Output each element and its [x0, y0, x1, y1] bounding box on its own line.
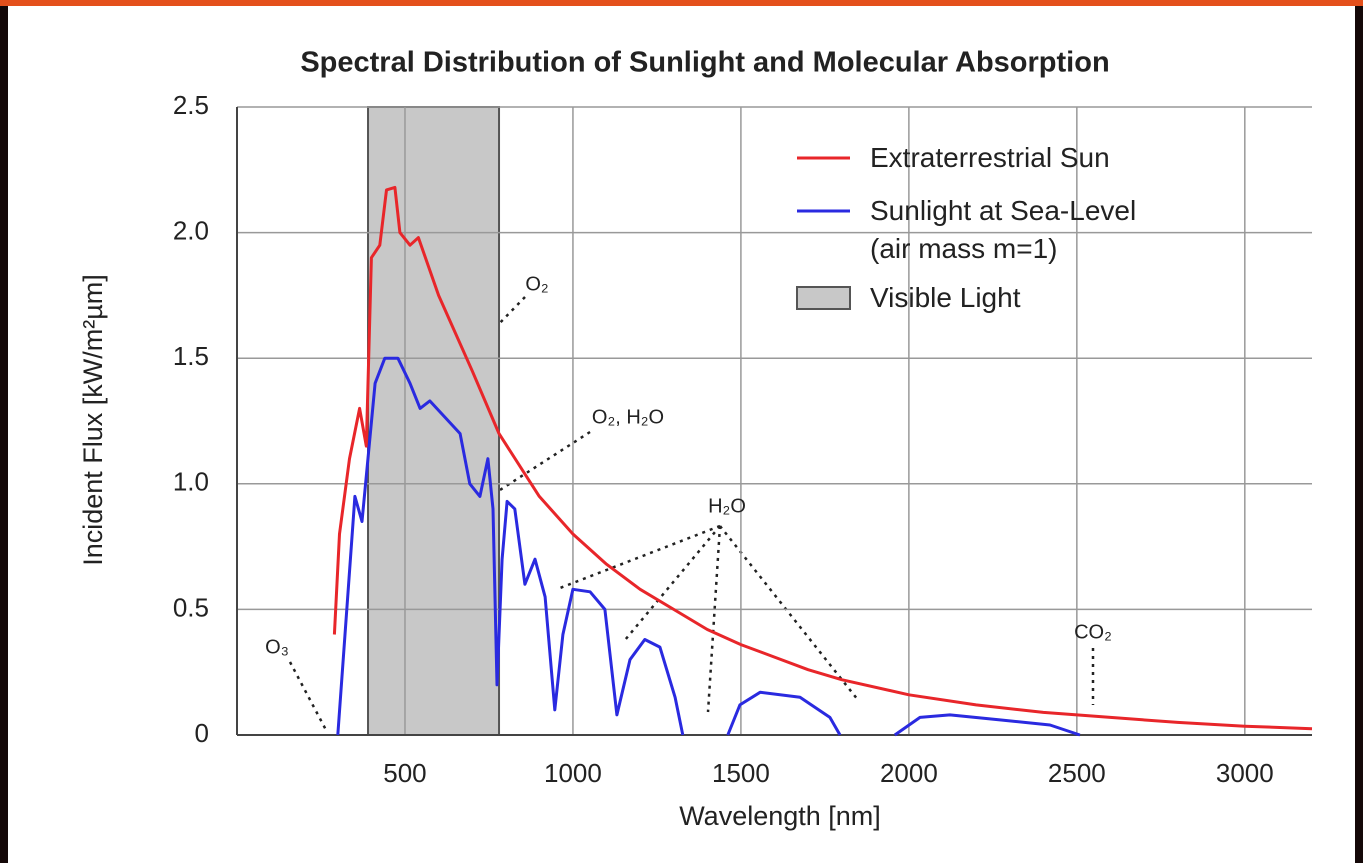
- y-tick-label: 0: [195, 718, 209, 748]
- y-tick-label: 0.5: [173, 592, 209, 622]
- y-axis-label: Incident Flux [kW/m²µm]: [78, 274, 108, 566]
- x-tick-label: 1500: [712, 758, 770, 788]
- annotation: H₂O: [708, 495, 746, 517]
- legend-label: Visible Light: [870, 282, 1021, 313]
- visible-band: [367, 106, 501, 736]
- top-border: [0, 0, 1363, 6]
- x-tick-label: 2000: [880, 758, 938, 788]
- data-line: [336, 356, 1081, 737]
- y-tick-label: 1.0: [173, 467, 209, 497]
- y-tick-label: 2.0: [173, 215, 209, 245]
- y-tick-label: 2.5: [173, 90, 209, 120]
- legend-label: Sunlight at Sea-Level (air mass m=1): [870, 195, 1137, 264]
- x-tick-label: 3000: [1216, 758, 1274, 788]
- x-tick-label: 2500: [1048, 758, 1106, 788]
- annotation: O₂, H₂O: [592, 406, 664, 428]
- x-tick-label: 500: [383, 758, 426, 788]
- y-tick-label: 1.5: [173, 341, 209, 371]
- legend-label: Extraterrestrial Sun: [870, 142, 1110, 173]
- annotation: O₂: [525, 273, 548, 295]
- x-axis-label: Wavelength [nm]: [679, 801, 881, 831]
- annotation: O₃: [265, 636, 289, 658]
- annotation: CO₂: [1074, 621, 1112, 643]
- plot-area: [237, 106, 1312, 736]
- data-line: [332, 185, 1313, 731]
- x-tick-label: 1000: [544, 758, 602, 788]
- legend-swatch: [796, 286, 851, 310]
- chart-title: Spectral Distribution of Sunlight and Mo…: [300, 47, 1109, 79]
